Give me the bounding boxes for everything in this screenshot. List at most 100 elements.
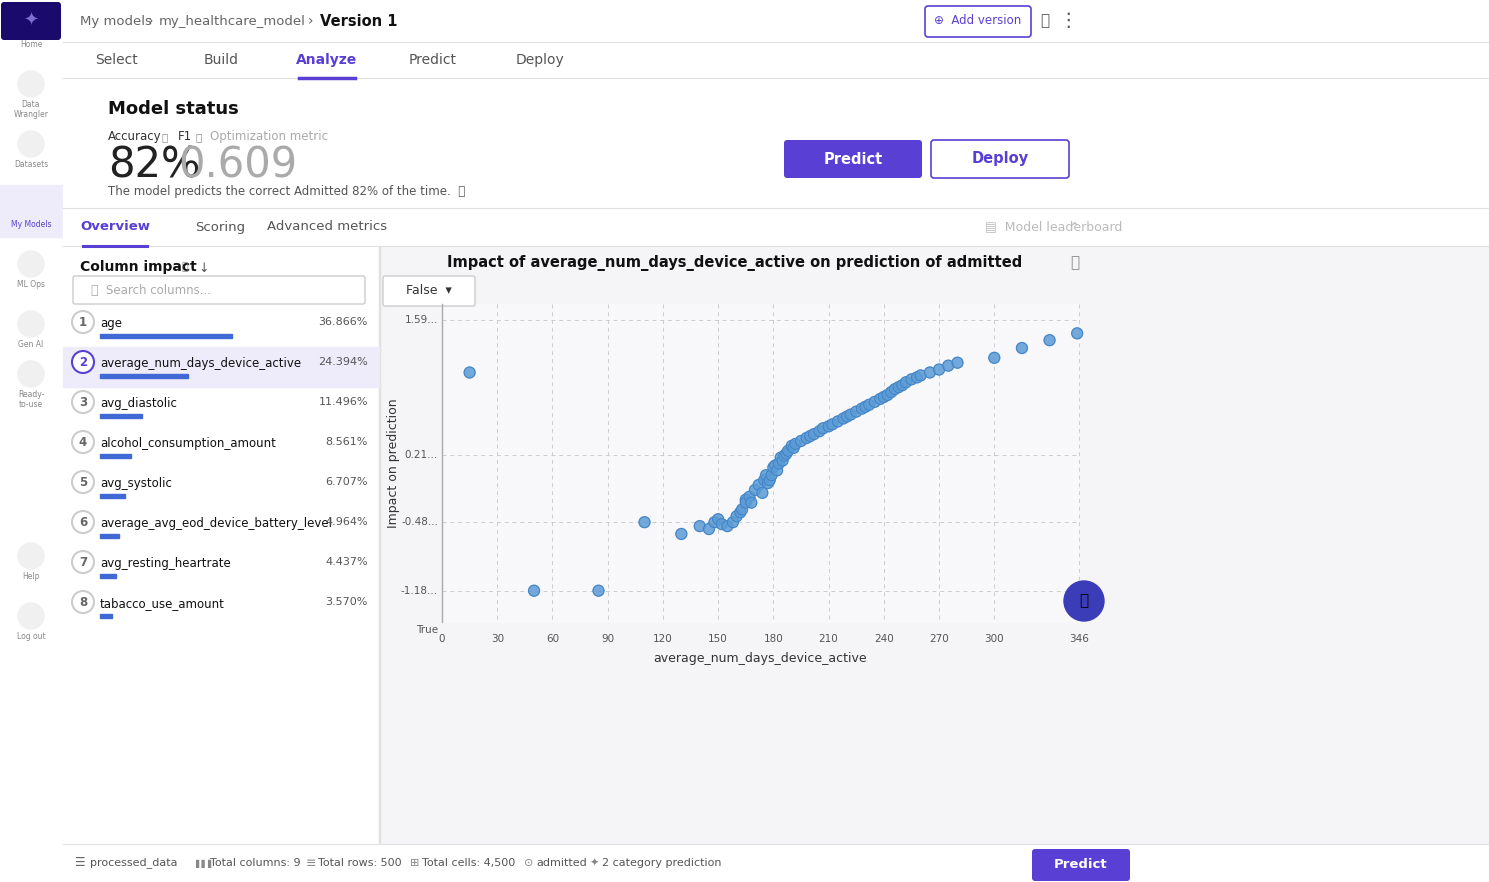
Circle shape xyxy=(765,470,777,481)
Circle shape xyxy=(18,11,45,37)
Circle shape xyxy=(716,519,727,530)
Circle shape xyxy=(783,445,794,456)
Bar xyxy=(63,246,380,844)
FancyBboxPatch shape xyxy=(925,6,1030,37)
Text: 4.964%: 4.964% xyxy=(326,517,368,527)
Text: average_avg_eod_device_battery_level: average_avg_eod_device_battery_level xyxy=(100,517,332,530)
Circle shape xyxy=(1065,581,1103,621)
Circle shape xyxy=(762,477,773,489)
Text: 82%: 82% xyxy=(109,145,201,187)
Text: alcohol_consumption_amount: alcohol_consumption_amount xyxy=(100,437,275,450)
Circle shape xyxy=(676,528,686,540)
Text: Impact on prediction: Impact on prediction xyxy=(387,398,401,527)
Text: ✦: ✦ xyxy=(590,858,600,868)
Circle shape xyxy=(1044,334,1056,346)
Text: -1.18...: -1.18... xyxy=(401,586,438,595)
Circle shape xyxy=(709,517,721,527)
Circle shape xyxy=(870,396,880,407)
Circle shape xyxy=(770,460,780,471)
Text: ›: › xyxy=(147,14,153,28)
Text: Log out: Log out xyxy=(16,632,45,641)
Text: Ready-
to-use: Ready- to-use xyxy=(18,390,45,409)
Circle shape xyxy=(71,311,94,333)
Text: 210: 210 xyxy=(819,634,838,644)
Text: Scoring: Scoring xyxy=(195,220,246,234)
Text: average_num_days_device_active: average_num_days_device_active xyxy=(654,652,867,665)
Bar xyxy=(63,0,1489,42)
Text: ⤢: ⤢ xyxy=(1071,256,1080,271)
Circle shape xyxy=(951,357,963,368)
Circle shape xyxy=(639,517,651,527)
Text: 1.59...: 1.59... xyxy=(405,315,438,325)
FancyBboxPatch shape xyxy=(1,2,61,40)
Text: 2 category prediction: 2 category prediction xyxy=(602,858,722,868)
Text: 240: 240 xyxy=(874,634,893,644)
Text: avg_diastolic: avg_diastolic xyxy=(100,397,177,410)
Text: ⓘ: ⓘ xyxy=(182,262,189,272)
Circle shape xyxy=(780,448,792,460)
Text: Predict: Predict xyxy=(823,152,883,167)
FancyBboxPatch shape xyxy=(931,140,1069,178)
Circle shape xyxy=(886,386,896,398)
Text: 6: 6 xyxy=(79,515,88,528)
Circle shape xyxy=(71,431,94,453)
Circle shape xyxy=(809,429,819,439)
Circle shape xyxy=(737,504,747,515)
Text: 30: 30 xyxy=(491,634,503,644)
Text: avg_systolic: avg_systolic xyxy=(100,477,171,490)
Text: 60: 60 xyxy=(546,634,558,644)
Circle shape xyxy=(728,517,739,527)
Circle shape xyxy=(18,251,45,277)
Circle shape xyxy=(838,413,849,424)
Text: 3.570%: 3.570% xyxy=(326,597,368,607)
Circle shape xyxy=(901,377,911,388)
Text: 0: 0 xyxy=(439,634,445,644)
Text: ⌕: ⌕ xyxy=(89,283,97,296)
Text: my_healthcare_model: my_healthcare_model xyxy=(159,14,305,27)
Text: 270: 270 xyxy=(929,634,948,644)
Bar xyxy=(0,185,63,237)
Circle shape xyxy=(713,513,724,525)
Circle shape xyxy=(593,585,605,596)
Text: 4: 4 xyxy=(79,436,88,449)
Text: ⌃: ⌃ xyxy=(1068,220,1080,234)
Circle shape xyxy=(761,470,771,481)
Circle shape xyxy=(779,450,791,461)
Text: 5: 5 xyxy=(79,475,88,489)
Text: ⋮: ⋮ xyxy=(1059,11,1078,31)
Text: True: True xyxy=(415,625,438,635)
Text: avg_resting_heartrate: avg_resting_heartrate xyxy=(100,557,231,570)
FancyBboxPatch shape xyxy=(1032,849,1130,881)
Circle shape xyxy=(788,443,800,453)
Bar xyxy=(63,78,1489,208)
Circle shape xyxy=(1072,328,1083,339)
Text: Advanced metrics: Advanced metrics xyxy=(267,220,387,234)
Circle shape xyxy=(71,511,94,533)
Circle shape xyxy=(756,488,768,498)
Text: -0.48...: -0.48... xyxy=(401,517,438,527)
Text: Deploy: Deploy xyxy=(971,152,1029,167)
Text: Analyze: Analyze xyxy=(296,53,357,67)
Circle shape xyxy=(71,471,94,493)
Circle shape xyxy=(934,364,944,375)
Text: Predict: Predict xyxy=(409,53,457,67)
Text: 36.866%: 36.866% xyxy=(319,317,368,327)
Bar xyxy=(442,304,1080,622)
Text: Gen AI: Gen AI xyxy=(18,340,43,349)
Text: 300: 300 xyxy=(984,634,1004,644)
Text: average_num_days_device_active: average_num_days_device_active xyxy=(100,357,301,370)
Text: The model predicts the correct Admitted 82% of the time.  ⓘ: The model predicts the correct Admitted … xyxy=(109,185,465,198)
Circle shape xyxy=(740,494,752,505)
Circle shape xyxy=(746,497,756,508)
Text: 120: 120 xyxy=(654,634,673,644)
Circle shape xyxy=(925,367,935,378)
Circle shape xyxy=(776,452,786,463)
Text: admitted: admitted xyxy=(536,858,587,868)
Bar xyxy=(63,208,1489,246)
Text: Home: Home xyxy=(19,40,42,49)
Text: Accuracy: Accuracy xyxy=(109,130,162,143)
Bar xyxy=(100,454,131,458)
Circle shape xyxy=(989,352,999,363)
Circle shape xyxy=(703,524,715,534)
Circle shape xyxy=(18,191,45,217)
